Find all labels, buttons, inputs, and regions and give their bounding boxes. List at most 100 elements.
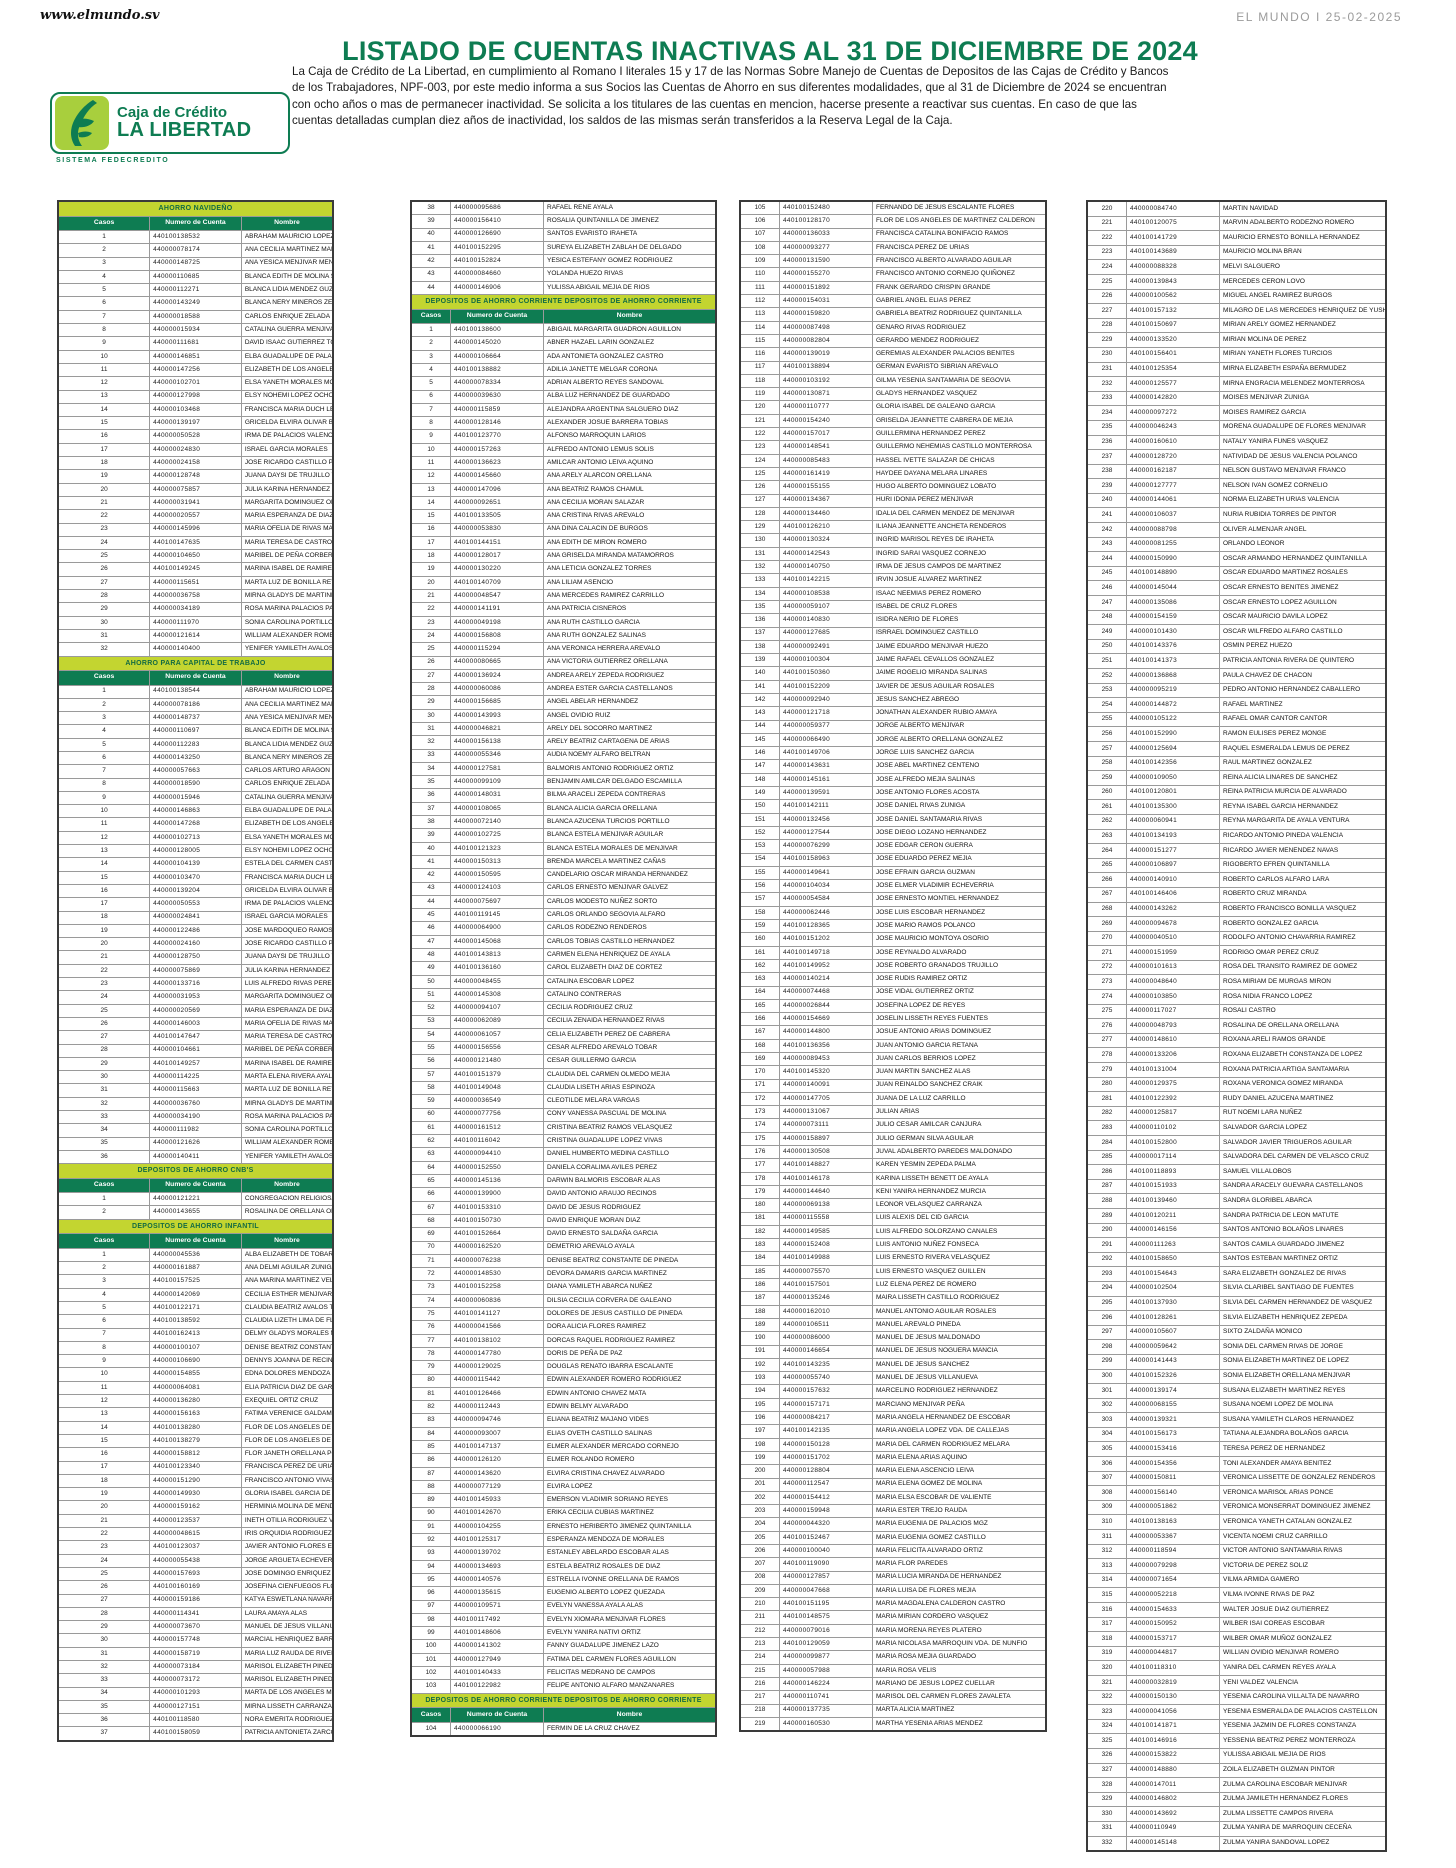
- account-row: 183 440000152408 LUIS ANTONIO NUÑEZ FONSEC…: [739, 1238, 1047, 1253]
- account-row: 184 440100149988 LUIS ERNESTO RIVERA VELAS…: [739, 1251, 1047, 1266]
- account-row: 317 440000150952 WILBER ISAI COREAS ESCOBA…: [1086, 1616, 1387, 1633]
- account-row: 61 440000161512 CRISTINA BEATRIZ RAMOS VEL…: [410, 1120, 717, 1136]
- caja-logo-box: Caja de Crédito LA LIBERTAD: [50, 92, 290, 154]
- accounts-table: 38 440000095686 RAFAEL RENE AYALA 39 4400001…: [410, 200, 717, 1737]
- account-row: 298 440000059642 SONIA DEL CARMEN RIVAS DE…: [1086, 1339, 1387, 1355]
- account-row: 93 440000139702 ESTANLEY ABELARDO ESCOBAR …: [410, 1546, 717, 1561]
- account-row: 325 440100146916 YESSENIA BEATRIZ PEREZ MO…: [1086, 1733, 1387, 1749]
- account-row: 100 440000141302 FANNY GUADALUPE JIMENEZ L…: [410, 1639, 717, 1654]
- account-row: 32 440000156138 ARELY BEATRIZ CARTAGENA DE…: [410, 735, 717, 750]
- account-row: 302 440000068155 SUSANA NOEMI LOPEZ DE MOL…: [1086, 1397, 1387, 1414]
- account-row: 28 440000114341 LAURA AMAYA ALAS: [57, 1606, 334, 1622]
- account-row: 328 440000147011 ZULMA CAROLINA ESCOBAR ME…: [1086, 1777, 1387, 1793]
- account-row: 2 440000161887 ANA DELMI AGUILAR ZUNIGA: [57, 1261, 334, 1276]
- account-row: 288 440100139460 SANDRA GLORIBEL ABARCA: [1086, 1193, 1387, 1209]
- account-row: 76 440000041566 DORA ALICIA FLORES RAMIREZ: [410, 1320, 717, 1335]
- account-row: 320 440100118310 YANIRA DEL CARMEN REYES A…: [1086, 1660, 1387, 1676]
- account-row: 81 440100126466 EDWIN ANTONIO CHAVEZ MATA: [410, 1386, 717, 1402]
- account-row: 69 440100152664 DAVID ERNESTO SALDAÑA GARC…: [410, 1227, 717, 1242]
- account-row: 77 440100138102 DORCAS RAQUEL RODRIGUEZ RA…: [410, 1333, 717, 1348]
- account-row: 114 440000087498 GENARO RIVAS RODRIGUEZ: [739, 320, 1047, 335]
- account-row: 17 440000050553 IRMA DE PALACIOS VALENCIA: [57, 897, 334, 912]
- account-row: 243 440000081255 ORLANDO LEONOR: [1086, 536, 1387, 553]
- account-row: 237 440000128720 NATIVIDAD DE JESUS VALENC…: [1086, 449, 1387, 465]
- account-row: 45 440100119145 CARLOS ORLANDO SEGOVIA ALF…: [410, 908, 717, 923]
- account-row: 52 440000094107 CECILIA RODRIGUEZ CRUZ: [410, 1001, 717, 1016]
- account-row: 51 440000145308 CATALINO CONTRERAS: [410, 987, 717, 1003]
- account-row: 304 440100156173 TATIANA ALEJANDRA BOLAÑOS…: [1086, 1426, 1387, 1443]
- account-row: 283 440000110102 SALVADOR GARCIA LOPEZ: [1086, 1120, 1387, 1136]
- account-row: 49 440100136160 CAROL ELIZABETH DIAZ DE CO…: [410, 961, 717, 976]
- account-row: 191 440000146654 MANUEL DE JESUS NOGUERA M…: [739, 1344, 1047, 1359]
- account-row: 10 440000157263 ALFREDO ANTONIO LEMUS SOLI…: [410, 442, 717, 458]
- account-row: 39 440000156410 ROSALIA QUINTANILLA DE JIM…: [410, 214, 717, 229]
- account-row: 132 440000140750 IRMA DE JESUS CAMPOS DE M…: [739, 560, 1047, 575]
- account-row: 314 440000071654 VILMA ARMIDA GAMERO: [1086, 1572, 1387, 1589]
- account-row: 272 440000101613 ROSA DEL TRANSITO RAMIREZ…: [1086, 959, 1387, 976]
- account-row: 98 440100117492 EVELYN XIOMARA MENJIVAR FL…: [410, 1612, 717, 1628]
- account-row: 300 440100152326 SONIA ELIZABETH ORELLANA …: [1086, 1368, 1387, 1385]
- account-row: 60 440000077756 CONY VANESSA PASCUAL DE MO…: [410, 1107, 717, 1122]
- account-row: 313 440000079298 VICTORIA DE PEREZ SOLIZ: [1086, 1558, 1387, 1574]
- account-row: 231 440100125354 MIRNA ELIZABETH ESPAÑA BE…: [1086, 361, 1387, 378]
- account-row: 256 440100152990 RAMON EULISES PEREZ MONGE: [1086, 726, 1387, 742]
- account-row: 286 440100118893 SAMUEL VILLALOBOS: [1086, 1164, 1387, 1180]
- account-row: 255 440000105122 RAFAEL OMAR CANTOR CANTOR: [1086, 711, 1387, 728]
- account-row: 249 440000101430 OSCAR WILFREDO ALFARO CAS…: [1086, 624, 1387, 640]
- account-row: 227 440100157132 MILAGRO DE LAS MERCEDES H…: [1086, 303, 1387, 319]
- account-row: 179 440000144640 KENI YANIRA HERNANDEZ MUR…: [739, 1184, 1047, 1200]
- account-row: 28 440000060086 ANDREA ESTER GARCIA CASTEL…: [410, 682, 717, 697]
- account-row: 145 440000066490 JORGE ALBERTO ORELLANA GO…: [739, 732, 1047, 748]
- caja-logo-text: Caja de Crédito LA LIBERTAD: [109, 104, 251, 142]
- account-row: 193 440000055740 MANUEL DE JESUS VILLANUEV…: [739, 1371, 1047, 1386]
- account-row: 13 440000147096 ANA BEATRIZ RAMOS CHAMUL: [410, 482, 717, 497]
- account-row: 24 440000156808 ANA RUTH GONZALEZ SALINAS: [410, 628, 717, 644]
- account-row: 207 440100119090 MARIA FLOR PAREDES: [739, 1557, 1047, 1572]
- account-row: 2 440000145020 ABNER HAZAEL LARIN GONZALEZ: [410, 336, 717, 351]
- account-row: 289 440100120211 SANDRA PATRICIA DE LEON M…: [1086, 1207, 1387, 1224]
- account-row: 253 440000095219 PEDRO ANTONIO HERNANDEZ C…: [1086, 682, 1387, 699]
- caja-logo: Caja de Crédito LA LIBERTAD SISTEMA FEDE…: [50, 92, 290, 164]
- account-row: 187 440000135246 MAIRA LISSETH CASTILLO RO…: [739, 1291, 1047, 1306]
- account-row: 205 440100152467 MARIA EUGENIA GOMEZ CASTI…: [739, 1530, 1047, 1545]
- account-row: 107 440000136033 FRANCISCA CATALINA BONIFA…: [739, 227, 1047, 242]
- account-row: 221 440100120075 MARVIN ADALBERTO RODEZNO …: [1086, 215, 1387, 232]
- account-row: 278 440000133206 ROXANA ELIZABETH CONSTANZ…: [1086, 1047, 1387, 1064]
- account-row: 57 440100151379 CLAUDIA DEL CARMEN OLMEDO …: [410, 1067, 717, 1083]
- account-row: 66 440000139900 DAVID ANTONIO ARAUJO RECIN…: [410, 1187, 717, 1202]
- account-row: 129 440100126210 ILIANA JEANNETTE ANCHETA …: [739, 520, 1047, 535]
- account-row: 240 440000144061 NORMA ELIZABETH URIAS VAL…: [1086, 492, 1387, 509]
- account-row: 128 440000134460 IDALIA DEL CARMEN MENDEZ …: [739, 506, 1047, 522]
- account-row: 82 440000112443 EDWIN BELMY ALVARADO: [410, 1400, 717, 1415]
- account-row: 135 440000059107 ISABEL DE CRUZ FLORES: [739, 599, 1047, 615]
- account-row: 34 440000127581 BALMORIS ANTONIO RODRIGUEZ…: [410, 761, 717, 777]
- paper-name-date: EL MUNDO I 25-02-2025: [1236, 10, 1402, 24]
- account-row: 178 440100146178 KARINA LISSETH BENETT DE …: [739, 1171, 1047, 1186]
- account-row: 168 440100136356 JUAN ANTONIO GARCIA RETAN…: [739, 1038, 1047, 1054]
- account-row: 30 440000143993 ANGEL OVIDIO RUIZ: [410, 708, 717, 723]
- account-row: 229 440000133520 MIRIAN MOLINA DE PEREZ: [1086, 332, 1387, 348]
- account-row: 153 440000076299 JOSE EDGAR CERON GUERRA: [739, 839, 1047, 854]
- account-row: 310 440100138163 VERONICA YANETH CATALAN G…: [1086, 1514, 1387, 1531]
- account-row: 111 440000151892 FRANK GERARDO CRISPIN GRA…: [739, 280, 1047, 296]
- account-row: 116 440000139019 GEREMIAS ALEXANDER PALACI…: [739, 347, 1047, 362]
- account-row: 287 440100151933 SANDRA ARACELY GUEVARA CA…: [1086, 1178, 1387, 1195]
- account-row: 236 440000160610 NATALY YANIRA FUNES VASQU…: [1086, 434, 1387, 451]
- account-row: 296 440100128261 SILVIA ELIZABETH HENRIQUE…: [1086, 1310, 1387, 1326]
- section-title-row: AHORRO PARA CAPITAL DE TRABAJO: [57, 655, 334, 671]
